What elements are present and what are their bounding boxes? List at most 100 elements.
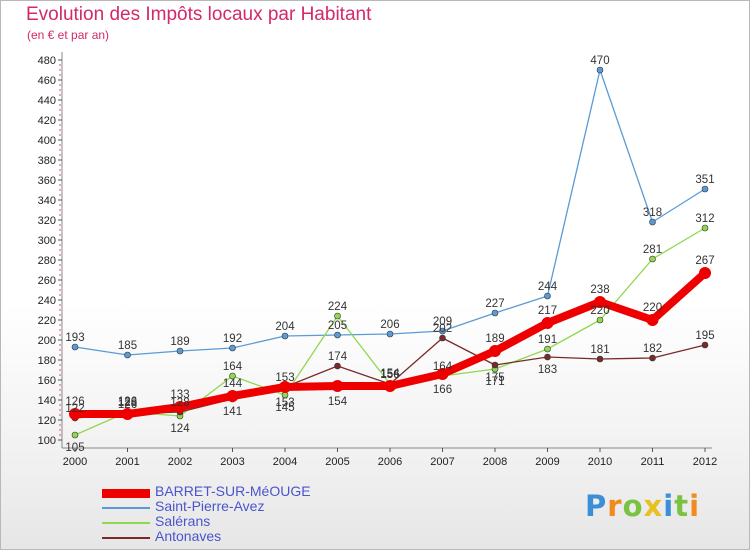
legend-swatch [102, 488, 150, 498]
y-tick-label: 420 [38, 115, 56, 127]
y-minor-tick [59, 224, 61, 226]
data-point [541, 317, 554, 329]
y-minor-tick [59, 154, 61, 156]
data-point [596, 66, 604, 74]
data-point [71, 431, 79, 439]
data-point [649, 218, 656, 226]
y-tick-label: 120 [38, 415, 56, 427]
x-tick-label: 2001 [115, 456, 139, 468]
y-minor-tick [59, 194, 61, 196]
y-minor-tick [59, 124, 61, 126]
data-label: 238 [590, 284, 609, 296]
y-minor-tick [59, 229, 61, 231]
legend-label: Saint-Pierre-Avez [155, 498, 265, 514]
y-minor-tick [59, 134, 61, 136]
x-tick-label: 2004 [273, 456, 297, 468]
data-point [596, 355, 604, 363]
x-tick-label: 2008 [483, 456, 507, 468]
data-label: 189 [170, 336, 189, 348]
proxiti-logo: Proxiti [585, 489, 701, 523]
data-point [701, 341, 709, 349]
data-point [596, 316, 604, 324]
y-minor-tick [59, 114, 61, 116]
data-label: 183 [538, 364, 557, 376]
legend-label: Antonaves [155, 528, 222, 544]
data-label: 156 [380, 369, 399, 381]
data-label: 124 [170, 423, 190, 435]
y-tick-label: 140 [38, 395, 56, 407]
series-line [74, 69, 706, 356]
chart-title: Evolution des Impôts locaux par Habitant [26, 4, 372, 25]
data-label: 220 [590, 305, 609, 317]
data-point [229, 344, 236, 352]
data-label: 175 [485, 372, 504, 384]
data-point [701, 224, 709, 232]
data-point [439, 327, 446, 335]
data-point [649, 255, 656, 263]
data-label: 195 [695, 330, 714, 342]
y-tick-label: 300 [38, 235, 56, 247]
data-label: 189 [485, 333, 504, 345]
y-tick-label: 200 [38, 335, 56, 347]
y-minor-tick [59, 234, 61, 236]
y-minor-tick [59, 94, 61, 96]
x-tick-label: 2010 [588, 456, 612, 468]
y-minor-tick [59, 254, 61, 256]
legend-label: BARRET-SUR-MéOUGE [155, 483, 311, 499]
x-tick-label: 2005 [325, 456, 349, 468]
y-minor-tick [59, 294, 61, 296]
y-minor-tick [59, 369, 61, 371]
y-minor-tick [59, 389, 61, 391]
data-point [384, 380, 396, 392]
y-minor-tick [59, 169, 61, 171]
data-label: 105 [65, 442, 84, 454]
data-label: 204 [275, 321, 295, 333]
x-tick-label: 2012 [693, 456, 717, 468]
data-label: 122 [65, 403, 84, 415]
data-label: 182 [643, 343, 662, 355]
data-label: 217 [538, 305, 557, 317]
data-point [176, 347, 184, 355]
y-minor-tick [59, 304, 61, 306]
data-label: 126 [118, 396, 137, 408]
y-minor-tick [59, 284, 61, 286]
chart-subtitle: (en € et par an) [27, 28, 110, 42]
data-label: 174 [328, 351, 348, 363]
data-label: 202 [433, 323, 452, 335]
data-label: 128 [118, 397, 137, 409]
y-minor-tick [59, 349, 61, 351]
y-minor-tick [59, 144, 61, 146]
y-tick-label: 100 [38, 435, 56, 447]
series-barret-sur-m-ouge [69, 267, 711, 420]
y-minor-tick [59, 344, 61, 346]
x-tick-label: 2006 [378, 456, 402, 468]
y-minor-tick [59, 404, 61, 406]
y-minor-tick [59, 209, 61, 211]
data-label: 205 [328, 320, 347, 332]
y-tick-label: 440 [38, 95, 56, 107]
y-minor-tick [59, 394, 61, 396]
data-label: 224 [328, 301, 348, 313]
data-label: 154 [380, 368, 400, 380]
data-label: 209 [433, 316, 452, 328]
legend-swatch [102, 522, 150, 524]
y-minor-tick [59, 84, 61, 86]
data-label: 164 [223, 361, 243, 373]
y-minor-tick [59, 64, 61, 66]
data-point [544, 353, 551, 361]
data-point [701, 185, 709, 193]
data-point [69, 408, 81, 420]
data-label: 171 [485, 376, 504, 388]
y-tick-label: 160 [38, 375, 56, 387]
y-minor-tick [59, 204, 61, 206]
y-minor-tick [59, 269, 61, 271]
data-point [229, 372, 236, 380]
data-label: 133 [170, 389, 189, 401]
data-label: 318 [643, 207, 662, 219]
data-point [649, 354, 656, 362]
data-point [544, 345, 551, 353]
data-label: 154 [328, 396, 348, 408]
y-minor-tick [59, 74, 61, 76]
y-tick-label: 280 [38, 255, 56, 267]
